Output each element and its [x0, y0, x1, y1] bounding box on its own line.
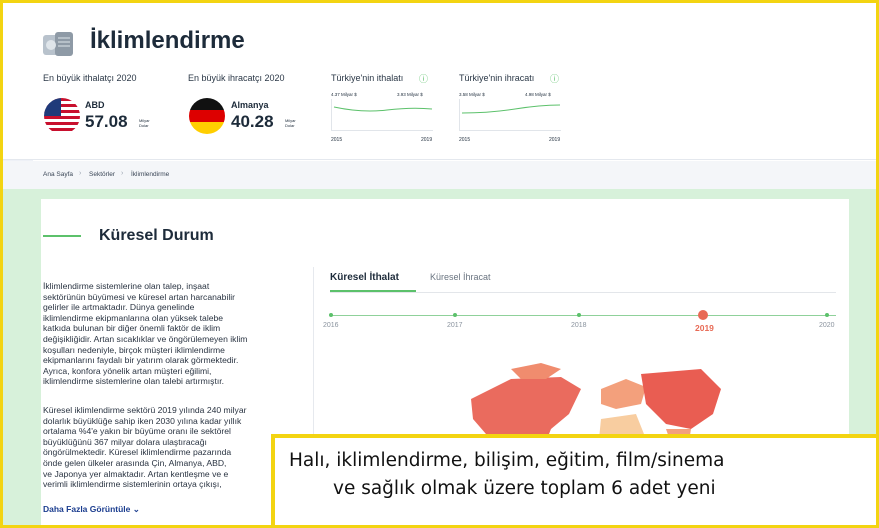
- timeline-year[interactable]: 2017: [447, 322, 463, 329]
- trend-year: 2019: [549, 137, 560, 143]
- caption-line: Halı, iklimlendirme, bilişim, eğitim, fi…: [289, 450, 724, 471]
- title-accent: [43, 235, 81, 237]
- text-line: sektörünün büyümesi ve küresel artan har…: [43, 292, 235, 303]
- info-icon: ⓘ: [550, 72, 559, 85]
- timeline-dot[interactable]: [825, 313, 829, 317]
- tab-active[interactable]: Küresel İthalat: [330, 272, 399, 283]
- breadcrumb-item[interactable]: Ana Sayfa: [43, 171, 73, 178]
- text-line: değişikliğidir. Artan sıcaklıklar ve öng…: [43, 334, 247, 345]
- stat-value: 57.08: [85, 112, 128, 132]
- header: İklimlendirme En büyük ithalatçı 2020 En…: [3, 3, 879, 160]
- trend-end: 3.93 Milyar $: [397, 92, 423, 97]
- text-line: Küresel iklimlendirme sektörü 2019 yılın…: [43, 405, 246, 416]
- timeline-year[interactable]: 2016: [323, 322, 339, 329]
- trend-start: 4.37 Milyar $: [331, 92, 357, 97]
- text-line: önde gelen ülkeler arasında Çin, Almanya…: [43, 458, 226, 469]
- breadcrumb-item: İklimlendirme: [131, 171, 169, 178]
- text-line: öngörülmektedir. Küresel iklimlendirme p…: [43, 447, 231, 458]
- sparkline: [460, 99, 562, 129]
- timeline-year[interactable]: 2019: [695, 323, 714, 333]
- text-line: iklimlendirme ekipmanlarına olan yüksek …: [43, 313, 223, 324]
- trend-start: 3.58 Milyar $: [459, 92, 485, 97]
- flag-germany: [188, 97, 226, 135]
- breadcrumb-sep: ›: [79, 170, 81, 177]
- text-line: verimli iklimlendirme sistemlerinin orta…: [43, 479, 222, 490]
- timeline-year[interactable]: 2020: [819, 322, 835, 329]
- caption-line: ve sağlık olmak üzere toplam 6 adet yeni: [333, 478, 716, 499]
- text-line: ortalama %4'e yakın bir büyüme oranı ile…: [43, 426, 231, 437]
- page-title: İklimlendirme: [90, 27, 245, 55]
- timeline-line: [331, 315, 836, 316]
- section-title: Küresel Durum: [99, 227, 214, 245]
- stat-unit: Milyar Dolar: [139, 118, 153, 128]
- stat-label: En büyük ithalatçı 2020: [43, 73, 137, 83]
- text-line: ekipmanlarını faydalı bir yatırım olarak…: [43, 355, 238, 366]
- page: İklimlendirme En büyük ithalatçı 2020 En…: [0, 0, 879, 528]
- flag-usa: [43, 97, 81, 135]
- breadcrumb: Ana Sayfa › Sektörler › İklimlendirme: [3, 161, 879, 189]
- timeline-dot[interactable]: [453, 313, 457, 317]
- more-link[interactable]: Daha Fazla Görüntüle ⌄: [43, 504, 140, 515]
- timeline-dot-active[interactable]: [698, 310, 708, 320]
- trend-year: 2015: [459, 137, 470, 143]
- caption-box: Halı, iklimlendirme, bilişim, eğitim, fi…: [271, 434, 879, 528]
- trend-box: [331, 99, 433, 131]
- stat-value: 40.28: [231, 112, 274, 132]
- tab[interactable]: Küresel İhracat: [430, 272, 491, 282]
- trend-end: 4.98 Milyar $: [525, 92, 551, 97]
- text-line: katkıda bulunan bir diğer önemli faktör …: [43, 323, 220, 334]
- trend-year: 2015: [331, 137, 342, 143]
- breadcrumb-item[interactable]: Sektörler: [89, 171, 115, 178]
- timeline-dot[interactable]: [329, 313, 333, 317]
- text-line: büyüklüğünü 367 milyar dolara ulaştıraca…: [43, 437, 207, 448]
- timeline-dot[interactable]: [577, 313, 581, 317]
- info-icon: ⓘ: [419, 72, 428, 85]
- text-line: iklimlendirme sistemlerine olan talebi a…: [43, 376, 224, 387]
- stat-label: En büyük ihracatçı 2020: [188, 73, 285, 83]
- text-line: gelirler ile artmaktadır. Dünya genelind…: [43, 302, 194, 313]
- stat-country: Almanya: [231, 100, 269, 110]
- tab-rule: [330, 292, 836, 293]
- trend-label: Türkiye'nin ithalatı: [331, 73, 403, 83]
- text-line: dolarlık büyüklüğe sahip iken 2030 yılın…: [43, 416, 241, 427]
- trend-label: Türkiye'nin ihracatı: [459, 73, 534, 83]
- trend-box: [459, 99, 561, 131]
- tab-underline: [330, 290, 416, 292]
- timeline-year[interactable]: 2018: [571, 322, 587, 329]
- sparkline: [332, 99, 434, 129]
- trend-year: 2019: [421, 137, 432, 143]
- text-line: İklimlendirme sistemlerine olan talep, i…: [43, 281, 209, 292]
- breadcrumb-sep: ›: [121, 170, 123, 177]
- stat-country: ABD: [85, 100, 105, 110]
- text-line: ve Japonya yer almaktadır. Artan kentleş…: [43, 469, 228, 480]
- text-line: Ayrıca, konfora yönelik artan müşteri eğ…: [43, 366, 211, 377]
- stat-unit: Milyar Dolar: [285, 118, 299, 128]
- more-text[interactable]: Daha Fazla Görüntüle: [43, 504, 130, 514]
- text-line: koşulları nedeniyle, birçok müşteri ikli…: [43, 345, 225, 356]
- sector-icon: [41, 29, 77, 59]
